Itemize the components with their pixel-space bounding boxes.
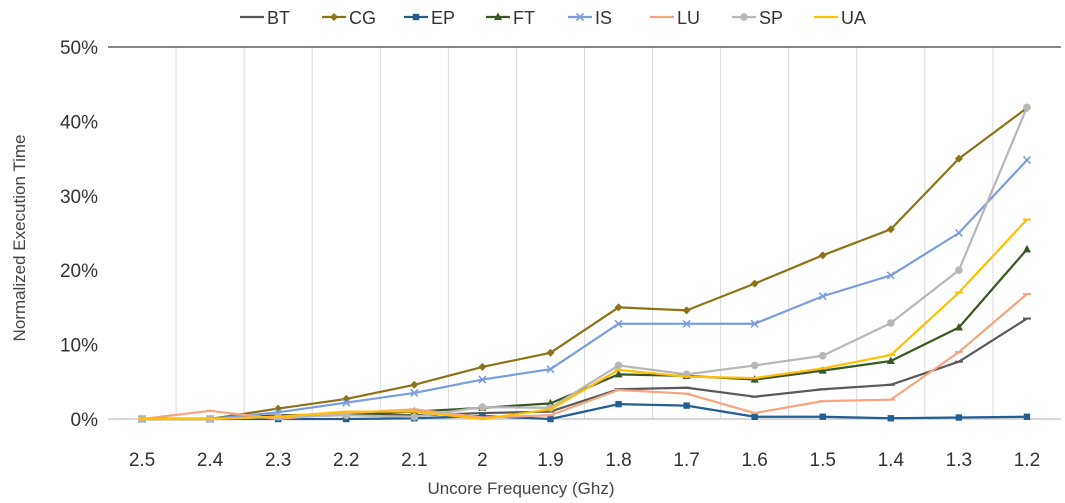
series-line-lu xyxy=(141,293,1028,421)
data-point-ep xyxy=(615,400,622,408)
y-tick-label: 10% xyxy=(60,336,98,357)
data-point-ft xyxy=(818,366,827,374)
x-tick-label: 2.2 xyxy=(333,450,359,471)
legend-marker-is xyxy=(575,12,585,22)
x-tick-label: 1.9 xyxy=(537,450,563,471)
data-point-cg xyxy=(546,348,555,357)
data-point-cg xyxy=(954,154,963,163)
x-tick-label: 1.6 xyxy=(741,450,767,471)
legend-item-lu: LU xyxy=(650,8,700,28)
series-line-is xyxy=(142,159,1028,421)
x-tick-label: 1.2 xyxy=(1014,450,1040,471)
legend: BT CG EP FT IS LU SP UA xyxy=(240,8,866,28)
data-point-is xyxy=(342,398,351,407)
y-tick-label: 20% xyxy=(60,261,98,282)
x-tick-label: 2 xyxy=(477,450,488,471)
x-tick-label: 1.5 xyxy=(810,450,836,471)
data-point-ep xyxy=(479,412,486,420)
data-point-is xyxy=(1022,156,1032,165)
data-point-ep xyxy=(547,415,554,423)
data-point-ep xyxy=(751,413,758,420)
data-point-sp xyxy=(1023,103,1031,112)
x-axis-ticks: 2.5 2.4 2.3 2.2 2.1 2 1.9 1.8 1.7 1.6 1.5 1.4 1.3 1.2 xyxy=(129,450,1040,471)
legend-marker-cg xyxy=(330,13,338,21)
data-point-is xyxy=(818,292,827,301)
data-point-cg xyxy=(750,279,759,288)
data-point-sp xyxy=(887,319,895,327)
y-tick-label: 0% xyxy=(71,410,99,431)
data-point-sp xyxy=(614,361,623,370)
data-point-ft xyxy=(614,369,623,378)
legend-item-bt: BT xyxy=(240,8,290,28)
y-tick-label: 30% xyxy=(60,187,98,208)
data-point-is xyxy=(546,365,555,374)
x-tick-label: 2.5 xyxy=(129,450,155,471)
y-axis-ticks: 0% 10% 20% 30% 40% 50% xyxy=(60,38,98,431)
x-tick-label: 1.4 xyxy=(878,450,905,471)
y-axis-title: Normalized Execution Time xyxy=(10,135,29,342)
legend-label-ep: EP xyxy=(431,8,455,28)
legend-label-bt: BT xyxy=(267,8,290,28)
data-point-ep xyxy=(683,402,690,409)
legend-item-sp: SP xyxy=(732,8,783,28)
legend-label-sp: SP xyxy=(759,8,783,28)
series-line-ua xyxy=(142,218,1028,421)
legend-marker-ft xyxy=(494,12,502,20)
y-tick-label: 50% xyxy=(60,38,98,59)
series-group xyxy=(137,103,1032,424)
x-tick-label: 1.7 xyxy=(673,450,699,471)
legend-marker-ep xyxy=(412,13,420,21)
data-point-sp xyxy=(410,412,419,421)
data-point-is xyxy=(478,375,487,384)
data-point-is xyxy=(614,319,623,328)
legend-item-ft: FT xyxy=(486,8,535,28)
data-point-cg xyxy=(818,251,827,260)
data-point-ep xyxy=(819,413,826,420)
legend-item-ua: UA xyxy=(814,8,866,28)
x-tick-label: 1.8 xyxy=(605,450,631,471)
x-tick-label: 2.3 xyxy=(265,450,291,471)
data-point-is xyxy=(750,319,759,328)
data-point-ft xyxy=(546,398,555,407)
grid xyxy=(108,46,1061,420)
x-tick-label: 2.4 xyxy=(197,450,224,471)
data-point-ft xyxy=(886,356,895,364)
data-point-ep xyxy=(955,414,963,421)
data-point-cg xyxy=(410,380,419,389)
legend-item-is: IS xyxy=(568,8,612,28)
series-line-cg xyxy=(142,107,1028,421)
data-point-is xyxy=(682,319,691,328)
data-point-cg xyxy=(614,303,623,312)
data-point-sp xyxy=(478,403,487,411)
x-tick-label: 1.3 xyxy=(946,450,972,471)
data-point-is xyxy=(410,388,419,398)
data-point-is xyxy=(886,271,895,280)
data-point-sp xyxy=(818,351,827,360)
data-point-ft xyxy=(1022,244,1031,253)
data-point-ep xyxy=(887,415,895,422)
data-point-sp xyxy=(342,411,351,420)
data-point-is xyxy=(954,228,963,238)
data-point-cg xyxy=(886,225,895,234)
data-point-sp xyxy=(955,266,963,275)
legend-label-is: IS xyxy=(595,8,612,28)
x-axis-title: Uncore Frequency (Ghz) xyxy=(427,479,614,498)
series-ua xyxy=(138,218,1031,421)
data-point-ft xyxy=(954,322,963,331)
legend-marker-sp xyxy=(740,13,748,21)
legend-label-ua: UA xyxy=(841,8,866,28)
legend-label-ft: FT xyxy=(513,8,535,28)
data-point-cg xyxy=(478,362,487,371)
data-point-cg xyxy=(682,306,691,315)
y-tick-label: 40% xyxy=(60,112,98,133)
legend-item-cg: CG xyxy=(322,8,376,28)
legend-item-ep: EP xyxy=(404,8,455,28)
legend-label-cg: CG xyxy=(349,8,376,28)
x-tick-label: 2.1 xyxy=(401,450,427,471)
data-point-sp xyxy=(750,361,759,370)
data-point-ep xyxy=(1023,413,1031,420)
legend-label-lu: LU xyxy=(677,8,700,28)
